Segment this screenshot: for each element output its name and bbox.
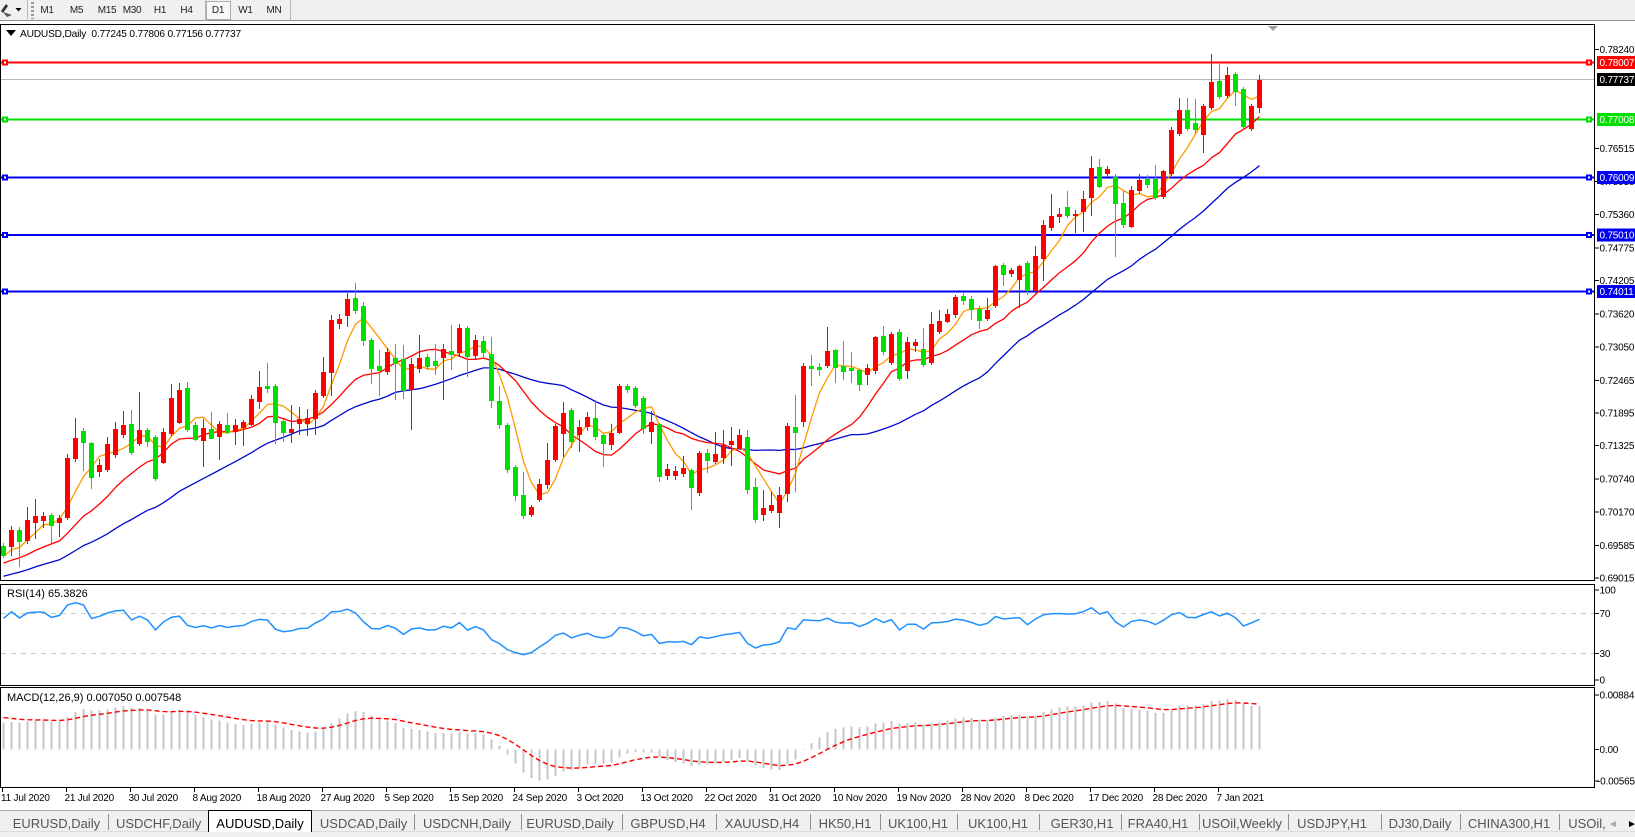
svg-text:30 Jul 2020: 30 Jul 2020 [129,793,179,804]
svg-text:0: 0 [1600,676,1606,687]
svg-text:70: 70 [1600,609,1611,620]
svg-text:8 Dec 2020: 8 Dec 2020 [1025,793,1075,804]
svg-text:0.73050: 0.73050 [1600,342,1635,353]
svg-text:0.71325: 0.71325 [1600,441,1635,452]
svg-text:30: 30 [1600,649,1611,660]
svg-text:0.73620: 0.73620 [1600,310,1635,321]
svg-text:0.75010: 0.75010 [1600,231,1635,242]
svg-text:0.74205: 0.74205 [1600,276,1635,287]
svg-text:0.78240: 0.78240 [1600,45,1635,56]
svg-text:22 Oct 2020: 22 Oct 2020 [705,793,758,804]
svg-text:24 Sep 2020: 24 Sep 2020 [513,793,568,804]
svg-text:10 Nov 2020: 10 Nov 2020 [833,793,888,804]
svg-text:0.76009: 0.76009 [1600,173,1635,184]
svg-text:28 Nov 2020: 28 Nov 2020 [961,793,1016,804]
svg-text:0.76515: 0.76515 [1600,144,1635,155]
svg-text:5 Sep 2020: 5 Sep 2020 [385,793,435,804]
svg-text:19 Nov 2020: 19 Nov 2020 [897,793,952,804]
svg-text:17 Dec 2020: 17 Dec 2020 [1089,793,1144,804]
svg-text:0.77737: 0.77737 [1600,75,1635,86]
svg-text:0.70170: 0.70170 [1600,507,1635,518]
svg-text:15 Sep 2020: 15 Sep 2020 [449,793,504,804]
svg-text:3 Oct 2020: 3 Oct 2020 [577,793,625,804]
svg-text:0.00: 0.00 [1600,745,1619,756]
svg-text:0.69015: 0.69015 [1600,574,1635,585]
svg-text:28 Dec 2020: 28 Dec 2020 [1153,793,1208,804]
svg-text:8 Aug 2020: 8 Aug 2020 [193,793,242,804]
svg-text:0.74775: 0.74775 [1600,244,1635,255]
svg-text:100: 100 [1600,586,1617,597]
svg-text:0.72465: 0.72465 [1600,376,1635,387]
svg-text:0.69585: 0.69585 [1600,541,1635,552]
svg-text:0.00884: 0.00884 [1600,690,1635,701]
svg-text:27 Aug 2020: 27 Aug 2020 [321,793,376,804]
svg-text:7 Jan 2021: 7 Jan 2021 [1217,793,1265,804]
svg-text:-0.00565: -0.00565 [1597,777,1635,788]
svg-text:0.77008: 0.77008 [1600,115,1635,126]
svg-text:0.78007: 0.78007 [1600,58,1635,69]
svg-text:18 Aug 2020: 18 Aug 2020 [257,793,312,804]
svg-text:11 Jul 2020: 11 Jul 2020 [1,793,50,804]
svg-text:13 Oct 2020: 13 Oct 2020 [641,793,694,804]
svg-text:31 Oct 2020: 31 Oct 2020 [769,793,822,804]
svg-text:21 Jul 2020: 21 Jul 2020 [65,793,115,804]
svg-text:0.70740: 0.70740 [1600,475,1635,486]
svg-text:0.74011: 0.74011 [1600,287,1635,298]
svg-text:0.71895: 0.71895 [1600,409,1635,420]
svg-text:0.75360: 0.75360 [1600,210,1635,221]
